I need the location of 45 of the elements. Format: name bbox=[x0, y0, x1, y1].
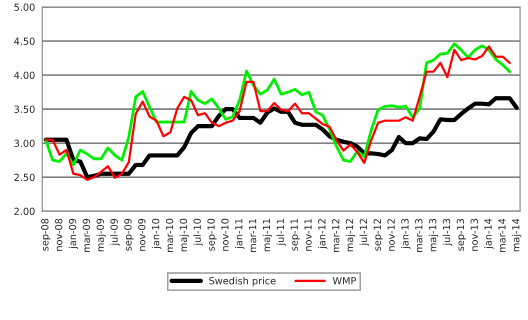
x-tick-label: maj-14 bbox=[512, 218, 522, 252]
line-series bbox=[44, 96, 519, 180]
x-tick-label: jul-09 bbox=[110, 218, 120, 246]
x-tick-label: maj-13 bbox=[428, 218, 438, 252]
x-tick-label: nov-09 bbox=[138, 218, 146, 251]
x-tick-label: nov-11 bbox=[304, 219, 312, 251]
x-tick-label: maj-11 bbox=[262, 219, 272, 252]
y-tick-label: 5.00 bbox=[14, 4, 35, 11]
x-tick-label: jul-13 bbox=[442, 218, 452, 246]
x-tick-label: mar-14 bbox=[498, 218, 506, 252]
x-tick-label: sep-10 bbox=[207, 218, 217, 251]
x-tick-label: mar-12 bbox=[332, 219, 340, 252]
x-tick-label: nov-10 bbox=[221, 218, 229, 251]
x-tick-label: jul-11 bbox=[276, 219, 286, 246]
y-tick-label: 2.50 bbox=[14, 174, 35, 182]
legend-label: Swedish price bbox=[209, 276, 276, 286]
x-tick-label: sep-12 bbox=[374, 219, 383, 251]
x-tick-label: sep-13 bbox=[456, 218, 466, 251]
x-tick-label: jul-12 bbox=[360, 219, 369, 246]
x-tick-label: jul-10 bbox=[193, 218, 203, 246]
x-tick-label: jan-10 bbox=[152, 218, 162, 250]
x-tick-label: sep-09 bbox=[124, 218, 134, 251]
y-tick-label: 3.00 bbox=[14, 140, 35, 147]
x-tick-label: jan-09 bbox=[68, 218, 78, 250]
y-tick-label: 4.00 bbox=[14, 72, 35, 79]
x-tick-label: nov-12 bbox=[387, 219, 395, 251]
x-tick-label: maj-09 bbox=[96, 218, 106, 252]
x-tick-label: maj-10 bbox=[180, 218, 189, 252]
x-tick-label: sep-11 bbox=[290, 219, 300, 251]
x-tick-label: maj-12 bbox=[346, 219, 356, 252]
x-tick-label: jan-11 bbox=[234, 219, 244, 250]
x-tick-label: sep-08 bbox=[41, 218, 50, 251]
y-tick-label: 2.00 bbox=[14, 208, 35, 216]
x-tick-label: nov-08 bbox=[55, 218, 62, 251]
x-tick-label: jan-13 bbox=[401, 218, 411, 250]
y-tick-label: 3.50 bbox=[14, 106, 35, 113]
x-tick-label: jan-14 bbox=[484, 218, 494, 250]
legend-label: WMP bbox=[332, 277, 356, 284]
x-tick-label: mar-13 bbox=[415, 218, 422, 252]
x-tick-label: mar-09 bbox=[82, 218, 90, 252]
x-tick-label: nov-13 bbox=[470, 218, 478, 251]
x-tick-label: mar-10 bbox=[166, 218, 174, 252]
x-tick-label: jan-12 bbox=[318, 219, 328, 250]
x-tick-label: mar-11 bbox=[249, 219, 256, 252]
y-tick-label: 4.50 bbox=[14, 38, 35, 45]
